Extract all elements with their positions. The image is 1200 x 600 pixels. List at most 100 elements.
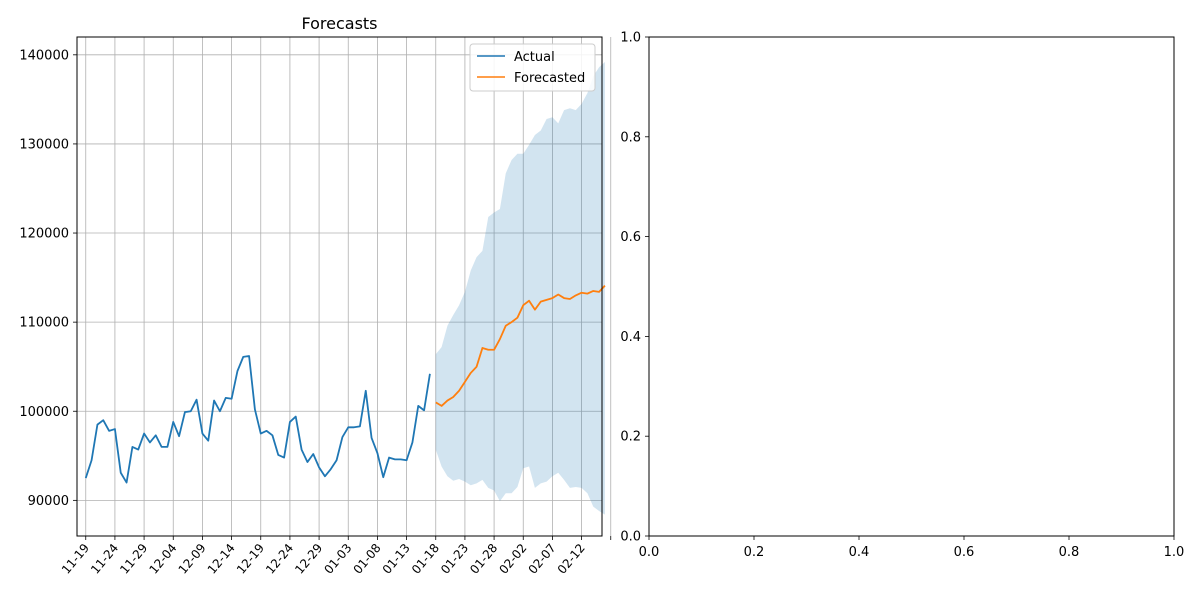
- y-axis-ticks: 90000 100000 110000 120000 130000 140000: [19, 48, 77, 509]
- data-point-forecasted: [517, 317, 519, 319]
- data-point-actual: [394, 458, 396, 460]
- data-point-actual: [143, 433, 145, 435]
- data-point-actual: [417, 405, 419, 407]
- data-point-actual: [318, 466, 320, 468]
- data-point-actual: [371, 437, 373, 439]
- data-point-actual: [85, 477, 87, 479]
- data-point-actual: [161, 446, 163, 448]
- data-point-actual: [178, 435, 180, 437]
- data-point-forecasted: [575, 295, 577, 297]
- y-tick-label-right: 1.0: [620, 31, 641, 46]
- data-point-actual: [167, 446, 169, 448]
- y-tick-label: 130000: [19, 137, 69, 152]
- data-point-actual: [260, 433, 262, 435]
- data-point-actual: [388, 457, 390, 459]
- data-point-forecasted: [464, 381, 466, 383]
- legend-actual-label: Actual: [514, 50, 555, 65]
- data-point-actual: [225, 397, 227, 399]
- x-tick-label-right: 0.8: [1059, 545, 1080, 560]
- data-point-forecasted: [452, 396, 454, 398]
- x-tick-label-right: 0.6: [954, 545, 975, 560]
- data-point-actual: [324, 475, 326, 477]
- y-tick-label: 140000: [19, 48, 69, 63]
- data-point-actual: [307, 461, 309, 463]
- data-point-actual: [400, 458, 402, 460]
- data-point-forecasted: [604, 285, 606, 287]
- data-point-forecasted: [441, 405, 443, 407]
- data-point-actual: [184, 411, 186, 413]
- y-axis-ticks-right: 0.0 0.2 0.4 0.6 0.8 1.0: [620, 31, 649, 545]
- data-point-forecasted: [528, 300, 530, 302]
- data-point-actual: [301, 449, 303, 451]
- data-point-forecasted: [522, 304, 524, 306]
- data-point-actual: [412, 442, 414, 444]
- series-line-actual: [84, 355, 431, 484]
- data-point-actual: [266, 430, 268, 432]
- data-point-forecasted: [534, 309, 536, 311]
- data-point-actual: [202, 433, 204, 435]
- data-point-actual: [429, 373, 431, 375]
- legend-forecasted-label: Forecasted: [514, 71, 585, 86]
- data-point-actual: [382, 476, 384, 478]
- data-point-actual: [248, 355, 250, 357]
- data-point-actual: [295, 416, 297, 418]
- confidence-band: [435, 61, 605, 515]
- y-tick-label: 90000: [28, 494, 69, 509]
- data-point-forecasted: [470, 372, 472, 374]
- data-point-actual: [283, 457, 285, 459]
- data-point-forecasted: [435, 401, 437, 403]
- data-point-forecasted: [505, 325, 507, 327]
- forecast-chart: Forecasts 11-1911-2411-2912-0412-0912-14…: [19, 14, 612, 577]
- data-point-forecasted: [482, 347, 484, 349]
- data-point-actual: [330, 468, 332, 470]
- data-point-actual: [347, 426, 349, 428]
- data-point-actual: [237, 370, 239, 372]
- data-point-forecasted: [581, 292, 583, 294]
- y-tick-label-right: 0.8: [620, 130, 641, 145]
- data-point-actual: [120, 472, 122, 474]
- data-point-actual: [406, 459, 408, 461]
- x-tick-label-right: 1.0: [1164, 545, 1185, 560]
- data-point-forecasted: [592, 290, 594, 292]
- data-point-forecasted: [552, 297, 554, 299]
- empty-chart: 0.0 0.2 0.4 0.6 0.8 1.0 0.0 0.2 0.4 0.6 0.8 1.0: [620, 31, 1184, 561]
- data-point-actual: [137, 449, 139, 451]
- data-point-actual: [132, 446, 134, 448]
- data-point-actual: [91, 459, 93, 461]
- x-axis-ticks-right: 0.0 0.2 0.4 0.6 0.8 1.0: [639, 536, 1185, 560]
- data-point-actual: [190, 410, 192, 412]
- data-point-actual: [102, 419, 104, 421]
- data-point-actual: [377, 452, 379, 454]
- data-point-forecasted: [493, 349, 495, 351]
- data-point-actual: [155, 434, 157, 436]
- data-point-forecasted: [557, 294, 559, 296]
- data-point-forecasted: [598, 291, 600, 293]
- data-point-forecasted: [447, 400, 449, 402]
- data-point-forecasted: [587, 293, 589, 295]
- data-point-actual: [365, 390, 367, 392]
- series-line-forecasted: [435, 284, 606, 407]
- series-lines: [84, 284, 606, 484]
- chart-title: Forecasts: [301, 14, 377, 33]
- y-tick-label: 100000: [19, 405, 69, 420]
- x-tick-label-right: 0.2: [744, 545, 765, 560]
- data-point-actual: [289, 421, 291, 423]
- grid-lines: [77, 37, 612, 536]
- data-point-actual: [342, 436, 344, 438]
- data-point-forecasted: [499, 338, 501, 340]
- x-tick-label-right: 0.4: [849, 545, 870, 560]
- data-point-forecasted: [569, 298, 571, 300]
- data-point-actual: [207, 440, 209, 442]
- data-point-actual: [359, 425, 361, 427]
- data-point-actual: [231, 398, 233, 400]
- data-point-actual: [108, 430, 110, 432]
- data-point-actual: [423, 409, 425, 411]
- data-point-actual: [254, 409, 256, 411]
- y-tick-label-right: 0.2: [620, 430, 641, 445]
- data-point-actual: [126, 482, 128, 484]
- plot-frame: [76, 36, 603, 537]
- data-point-forecasted: [546, 299, 548, 301]
- data-point-actual: [219, 410, 221, 412]
- data-point-actual: [196, 399, 198, 401]
